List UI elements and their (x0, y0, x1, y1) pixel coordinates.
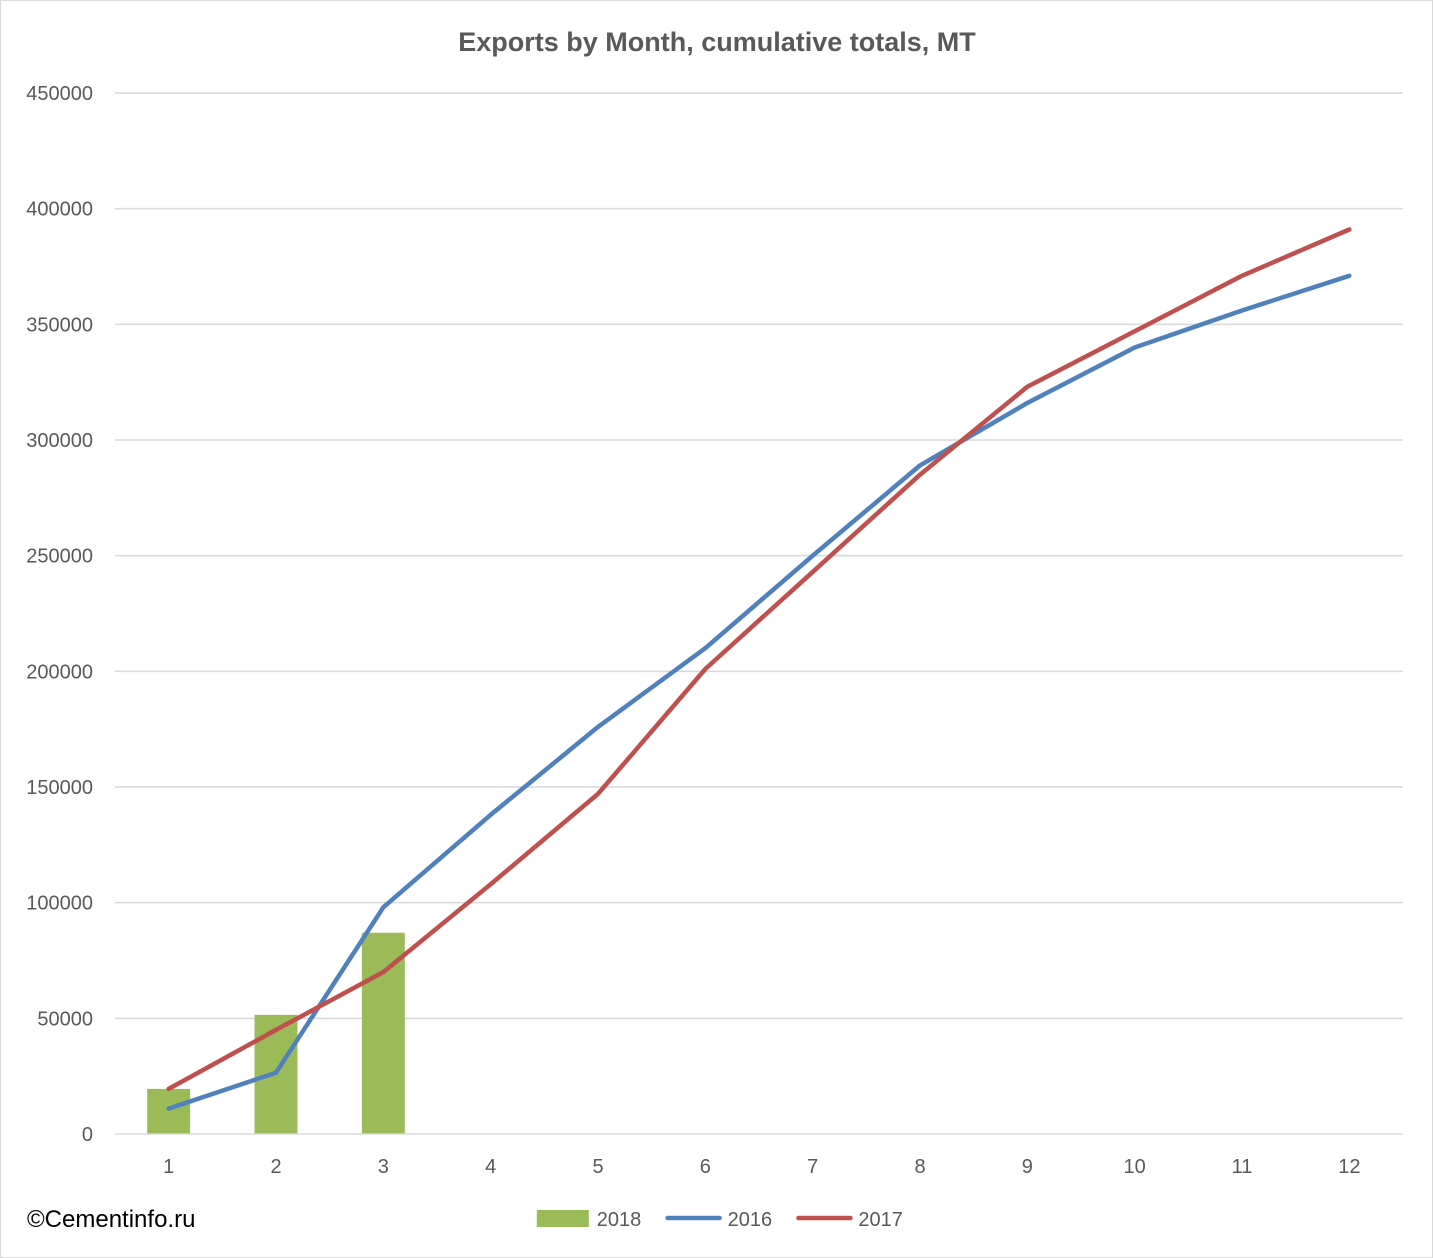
x-tick-label-8: 8 (914, 1156, 925, 1178)
y-tick-label-7: 350000 (26, 314, 93, 336)
legend-item-2018: 2018 (536, 1209, 642, 1231)
x-tick-label-10: 10 (1124, 1156, 1146, 1178)
gridlines (115, 92, 1403, 1020)
y-tick-label-1: 50000 (37, 1008, 93, 1030)
y-axis-ticks: 0 50000 100000 150000 200000 250000 300000 3500… (26, 83, 93, 1146)
x-tick-label-4: 4 (485, 1156, 496, 1178)
y-tick-label-2: 100000 (26, 893, 93, 915)
x-tick-label-1: 1 (163, 1156, 174, 1178)
x-tick-label-3: 3 (378, 1156, 389, 1178)
y-tick-label-5: 250000 (26, 546, 93, 568)
x-axis-ticks: 1 2 3 4 5 6 7 8 9 10 11 12 (163, 1156, 1360, 1178)
y-tick-label-6: 300000 (26, 430, 93, 452)
y-tick-label-8: 400000 (26, 199, 93, 221)
legend-label-2016: 2016 (728, 1209, 773, 1231)
x-tick-label-9: 9 (1022, 1156, 1033, 1178)
legend-label-2018: 2018 (597, 1209, 642, 1231)
y-tick-label-0: 0 (82, 1124, 93, 1146)
legend-swatch-2018 (536, 1210, 589, 1227)
line-series-2016 (166, 273, 1352, 1111)
y-tick-label-9: 450000 (26, 83, 93, 105)
x-tick-label-11: 11 (1232, 1156, 1253, 1178)
x-tick-label-2: 2 (270, 1156, 281, 1178)
legend-item-2017: 2017 (796, 1209, 903, 1231)
line-series (166, 227, 1352, 1111)
x-tick-label-5: 5 (592, 1156, 603, 1178)
legend-label-2017: 2017 (858, 1209, 903, 1231)
x-tick-label-7: 7 (807, 1156, 818, 1178)
chart-title: Exports by Month, cumulative totals, MT (458, 27, 976, 57)
x-tick-label-6: 6 (700, 1156, 711, 1178)
y-tick-label-4: 200000 (26, 661, 93, 683)
y-tick-label-3: 150000 (26, 777, 93, 799)
watermark-text: ©Cementinfo.ru (27, 1206, 196, 1233)
legend: 2018 2016 2017 (536, 1209, 903, 1231)
bar-2018-3 (361, 932, 405, 1134)
line-series-2017 (166, 227, 1352, 1092)
bar-2018-1 (147, 1088, 191, 1134)
legend-item-2016: 2016 (665, 1209, 773, 1231)
x-tick-label-12: 12 (1338, 1156, 1360, 1178)
